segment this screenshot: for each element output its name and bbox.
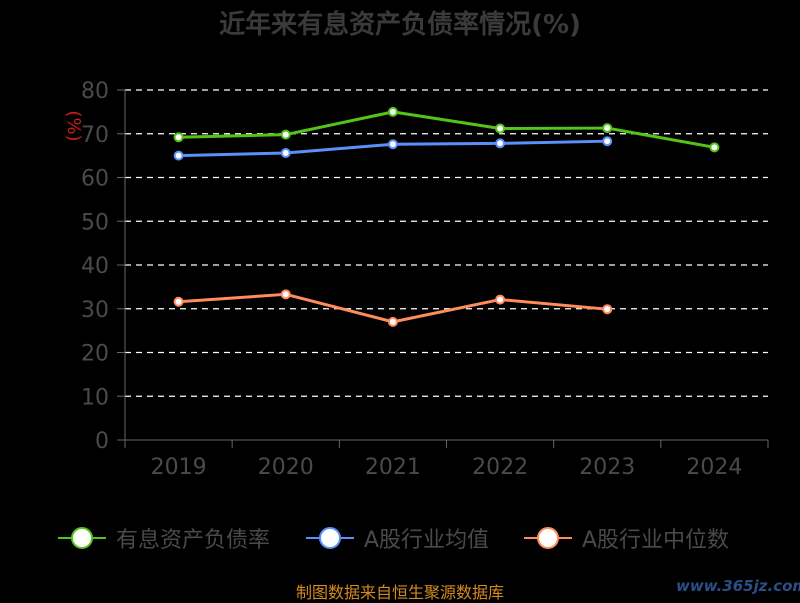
x-tick-label: 2019	[151, 455, 207, 480]
y-unit-label: (%)	[63, 110, 84, 141]
x-tick-labels: 2019 2020 2021 2022 2023 2024	[151, 455, 743, 480]
data-point[interactable]	[495, 138, 506, 149]
series-1	[173, 136, 613, 161]
y-tick-label: 80	[81, 79, 109, 104]
legend-marker-0	[58, 527, 106, 549]
legend-item-0[interactable]: 有息资产负债率	[58, 520, 270, 556]
x-tick-label: 2021	[365, 455, 421, 480]
series-group	[173, 106, 720, 327]
y-tick-label: 70	[81, 123, 109, 148]
data-point[interactable]	[602, 304, 613, 315]
x-tick-label: 2022	[472, 455, 528, 480]
legend-item-1[interactable]: A股行业均值	[306, 520, 489, 556]
data-point[interactable]	[709, 142, 720, 153]
legend-label-0: 有息资产负债率	[116, 528, 271, 553]
watermark: www.365jz.com	[676, 577, 800, 595]
data-point[interactable]	[387, 316, 398, 327]
y-tick-label: 0	[95, 429, 109, 454]
series-2	[173, 289, 613, 327]
data-point[interactable]	[602, 123, 613, 134]
legend-dot-2	[537, 527, 559, 549]
y-tick-label: 50	[81, 210, 109, 235]
data-point[interactable]	[387, 139, 398, 150]
legend-marker-2	[524, 527, 572, 549]
x-tick-label: 2024	[686, 455, 742, 480]
data-point[interactable]	[280, 148, 291, 158]
series-line	[178, 110, 715, 149]
data-point[interactable]	[495, 123, 506, 134]
data-point[interactable]	[173, 132, 184, 143]
y-tick-label: 40	[81, 254, 109, 279]
chart-title: 近年来有息资产负债率情况(%)	[219, 10, 581, 40]
data-point[interactable]	[280, 129, 291, 140]
data-point[interactable]	[280, 289, 291, 300]
legend-marker-1	[306, 527, 354, 549]
y-tick-label: 10	[81, 385, 109, 410]
legend-dot-0	[71, 527, 93, 549]
legend-label-2: A股行业中位数	[582, 528, 730, 553]
source-note: 制图数据来自恒生聚源数据库	[295, 583, 504, 602]
data-point[interactable]	[387, 106, 398, 117]
legend-label-1: A股行业均值	[364, 528, 490, 553]
y-tick-label: 60	[81, 167, 109, 192]
series-0	[173, 106, 720, 153]
grid-lines	[125, 89, 768, 397]
y-tick-label: 20	[81, 342, 109, 367]
y-tick-labels: 0 10 20 30 40 50 60 70 80	[81, 79, 109, 454]
x-tick-label: 2023	[579, 455, 635, 480]
legend-item-2[interactable]: A股行业中位数	[524, 520, 729, 556]
legend-dot-1	[319, 527, 341, 549]
data-point[interactable]	[173, 150, 184, 161]
axes	[117, 89, 769, 448]
data-point[interactable]	[495, 294, 506, 305]
data-point[interactable]	[173, 296, 184, 307]
x-tick-label: 2020	[258, 455, 314, 480]
data-point[interactable]	[602, 136, 613, 147]
y-tick-label: 30	[81, 298, 109, 323]
legend: 有息资产负债率 A股行业均值 A股行业中位数	[0, 520, 800, 556]
